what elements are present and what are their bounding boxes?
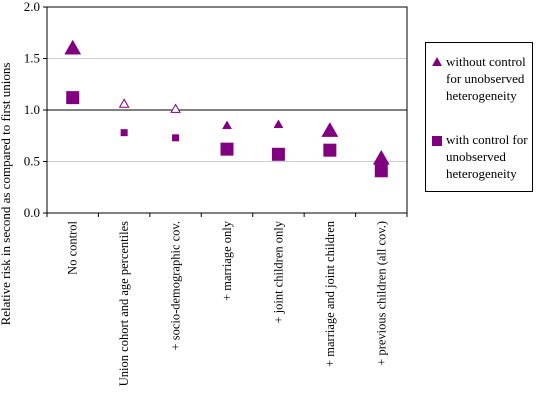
triangle-marker-icon [430, 55, 444, 69]
y-tick-label: 0.0 [24, 205, 40, 220]
square-point [323, 143, 337, 157]
y-axis-label: Relative risk in second as compared to f… [0, 63, 13, 326]
category-label: + socio-demographic cov. [169, 221, 183, 350]
legend-label-line: for unobserved [446, 71, 525, 86]
legend-label-line: unobserved [446, 149, 506, 164]
legend-item-without-control: without control for unobserved heterogen… [430, 53, 530, 104]
category-labels: No control Union cohort and age percentil… [66, 220, 389, 386]
y-tick-label: 0.5 [24, 154, 40, 169]
triangle-point [222, 120, 232, 130]
triangle-point [170, 103, 181, 113]
legend-label-line: heterogeneity [446, 88, 517, 103]
category-label: + previous children (all cov.) [374, 221, 388, 366]
legend-label: without control for unobserved heterogen… [444, 53, 526, 104]
triangle-point [118, 98, 130, 108]
square-point [66, 91, 80, 105]
legend: without control for unobserved heterogen… [425, 42, 533, 192]
triangle-point [64, 39, 82, 55]
square-point [172, 134, 180, 142]
category-label: + marriage only [220, 220, 234, 301]
category-label: No control [66, 220, 80, 274]
triangle-point [273, 119, 284, 129]
square-point [374, 164, 388, 178]
category-label: + joint children only [271, 220, 285, 323]
y-tick-label: 2.0 [24, 0, 40, 14]
legend-item-with-control: with control for unobserved heterogeneit… [430, 131, 530, 182]
axis-layer [43, 6, 408, 217]
grid-layer [47, 58, 407, 162]
y-tick-label: 1.0 [24, 102, 40, 117]
category-label: + marriage and joint children [323, 220, 337, 367]
legend-label: with control for unobserved heterogeneit… [444, 131, 528, 182]
square-point [120, 129, 128, 137]
square-point [220, 142, 234, 156]
data-marks [64, 39, 390, 178]
triangle-point [372, 149, 390, 165]
legend-label-line: heterogeneity [446, 166, 517, 181]
square-marker-icon [430, 133, 444, 147]
y-tick-labels: 0.0 0.5 1.0 1.5 2.0 [24, 0, 40, 220]
triangle-point [321, 122, 339, 137]
y-tick-label: 1.5 [24, 51, 40, 66]
category-label: Union cohort and age percentiles [117, 221, 131, 386]
legend-label-line: without control [446, 54, 526, 69]
square-point [271, 147, 285, 161]
legend-label-line: with control for [446, 132, 528, 147]
